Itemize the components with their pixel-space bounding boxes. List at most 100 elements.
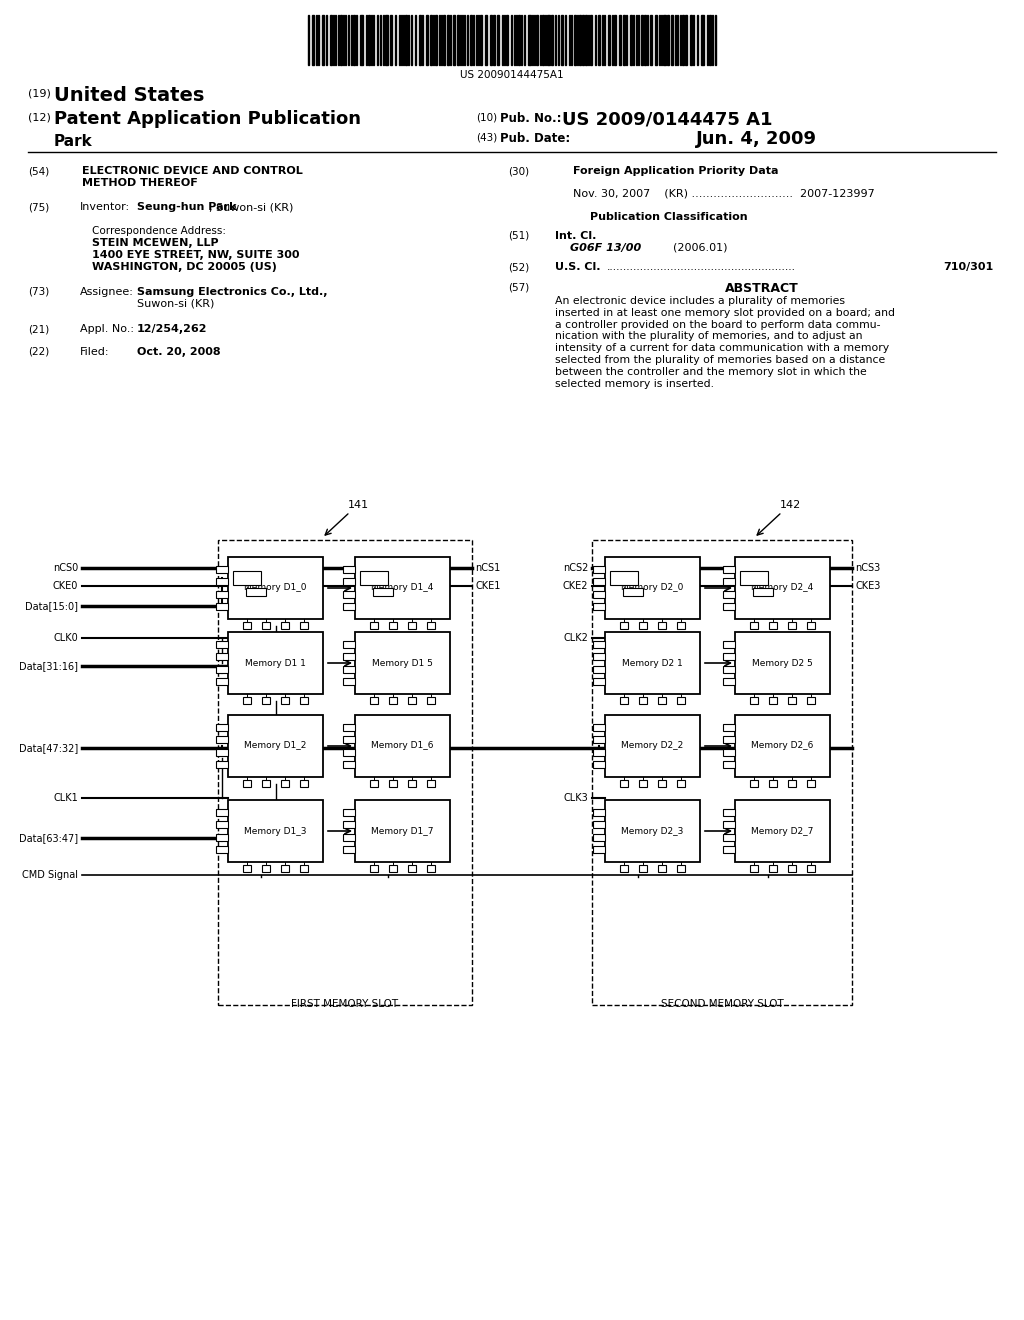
Text: (10): (10) <box>476 112 497 121</box>
Bar <box>593 834 605 841</box>
Bar <box>390 15 392 65</box>
Bar <box>807 622 815 628</box>
Bar <box>447 15 449 65</box>
Text: Data[31:16]: Data[31:16] <box>19 661 78 671</box>
Bar <box>216 737 228 743</box>
Bar <box>300 697 308 704</box>
Bar <box>593 678 605 685</box>
Bar <box>453 15 455 65</box>
Text: inserted in at least one memory slot provided on a board; and: inserted in at least one memory slot pro… <box>555 308 895 318</box>
Bar <box>370 865 378 871</box>
Bar <box>593 846 605 853</box>
Bar <box>373 587 393 597</box>
Bar <box>723 653 735 660</box>
Bar <box>590 15 592 65</box>
Bar <box>427 622 435 628</box>
Bar <box>639 622 647 628</box>
Text: Data[15:0]: Data[15:0] <box>25 601 78 611</box>
Bar <box>658 865 666 871</box>
Bar <box>408 865 416 871</box>
Bar <box>677 865 685 871</box>
Bar <box>435 15 437 65</box>
Bar <box>551 15 553 65</box>
Text: Pub. No.:: Pub. No.: <box>500 112 561 125</box>
Bar <box>300 622 308 628</box>
Bar <box>593 665 605 673</box>
Bar <box>593 737 605 743</box>
Bar <box>677 780 685 787</box>
Bar <box>300 780 308 787</box>
Bar <box>243 865 251 871</box>
Bar <box>370 780 378 787</box>
Bar <box>623 15 625 65</box>
Bar <box>639 780 647 787</box>
Text: Memory D1_4: Memory D1_4 <box>372 583 434 593</box>
Bar <box>750 622 758 628</box>
Bar <box>322 15 324 65</box>
Bar <box>735 715 830 777</box>
Bar <box>427 780 435 787</box>
Text: nication with the plurality of memories, and to adjust an: nication with the plurality of memories,… <box>555 331 862 342</box>
Bar <box>769 865 777 871</box>
Bar <box>677 697 685 704</box>
Text: Memory D1 1: Memory D1 1 <box>245 659 306 668</box>
Text: Memory D1_6: Memory D1_6 <box>372 742 434 751</box>
Bar <box>641 15 643 65</box>
Bar <box>667 15 669 65</box>
Text: Memory D2_6: Memory D2_6 <box>752 742 814 751</box>
Bar <box>608 15 610 65</box>
Bar <box>655 15 657 65</box>
Text: (51): (51) <box>508 231 529 242</box>
Bar <box>723 762 735 768</box>
Bar <box>427 697 435 704</box>
Text: Data[63:47]: Data[63:47] <box>18 833 78 843</box>
Text: selected memory is inserted.: selected memory is inserted. <box>555 379 714 388</box>
Bar <box>701 15 705 65</box>
Bar <box>788 865 796 871</box>
Text: Memory D1_7: Memory D1_7 <box>372 826 434 836</box>
Bar <box>528 15 531 65</box>
Bar <box>353 15 355 65</box>
Bar <box>506 15 508 65</box>
Bar <box>233 572 261 585</box>
Bar <box>243 697 251 704</box>
Bar <box>216 723 228 731</box>
Text: Data[47:32]: Data[47:32] <box>18 743 78 752</box>
Text: Memory D2 1: Memory D2 1 <box>623 659 683 668</box>
Text: (75): (75) <box>28 202 49 213</box>
Bar <box>518 15 520 65</box>
Text: Suwon-si (KR): Suwon-si (KR) <box>137 300 214 309</box>
Bar <box>685 15 687 65</box>
Bar <box>406 15 407 65</box>
Bar <box>598 15 600 65</box>
Text: CLK0: CLK0 <box>53 634 78 643</box>
Bar <box>370 622 378 628</box>
Text: Samsung Electronics Co., Ltd.,: Samsung Electronics Co., Ltd., <box>137 286 328 297</box>
Bar <box>281 780 289 787</box>
Text: METHOD THEREOF: METHOD THEREOF <box>82 178 198 187</box>
Text: Assignee:: Assignee: <box>80 286 134 297</box>
Bar <box>740 572 768 585</box>
Text: CKE3: CKE3 <box>855 581 881 591</box>
Text: Jun. 4, 2009: Jun. 4, 2009 <box>696 129 817 148</box>
Bar <box>343 846 355 853</box>
Bar <box>355 557 450 619</box>
Bar <box>735 632 830 694</box>
Bar <box>639 865 647 871</box>
Bar <box>610 572 638 585</box>
Bar <box>330 15 332 65</box>
Bar <box>300 865 308 871</box>
Text: (22): (22) <box>28 347 49 356</box>
Bar <box>343 821 355 829</box>
Bar <box>723 737 735 743</box>
Bar <box>671 15 673 65</box>
Bar <box>218 540 472 1005</box>
Bar <box>723 578 735 585</box>
Text: Memory D1 5: Memory D1 5 <box>372 659 433 668</box>
Bar <box>605 715 700 777</box>
Bar <box>788 697 796 704</box>
Bar <box>216 665 228 673</box>
Bar <box>408 697 416 704</box>
Bar <box>281 622 289 628</box>
Text: Memory D2 5: Memory D2 5 <box>752 659 813 668</box>
